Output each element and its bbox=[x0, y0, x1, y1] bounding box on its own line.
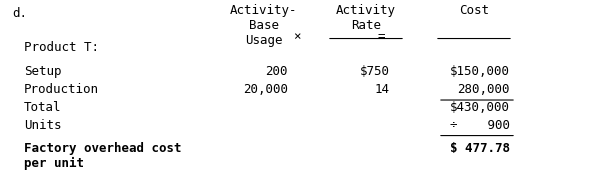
Text: Activity
Rate: Activity Rate bbox=[336, 4, 396, 32]
Text: $150,000: $150,000 bbox=[450, 65, 510, 78]
Text: $750: $750 bbox=[360, 65, 390, 78]
Text: Cost: Cost bbox=[459, 4, 489, 17]
Text: 14: 14 bbox=[375, 83, 390, 96]
Text: 200: 200 bbox=[265, 65, 288, 78]
Text: Total: Total bbox=[24, 101, 62, 114]
Text: Units: Units bbox=[24, 119, 62, 131]
Text: =: = bbox=[377, 30, 385, 43]
Text: Setup: Setup bbox=[24, 65, 62, 78]
Text: Factory overhead cost
per unit: Factory overhead cost per unit bbox=[24, 142, 182, 170]
Text: $ 477.78: $ 477.78 bbox=[450, 142, 510, 155]
Text: Production: Production bbox=[24, 83, 99, 96]
Text: ×: × bbox=[293, 30, 301, 43]
Text: Activity-
Base
Usage: Activity- Base Usage bbox=[230, 4, 298, 47]
Text: 20,000: 20,000 bbox=[243, 83, 288, 96]
Text: d.: d. bbox=[12, 7, 27, 20]
Text: ÷    900: ÷ 900 bbox=[450, 119, 510, 131]
Text: Product T:: Product T: bbox=[24, 42, 99, 55]
Text: $430,000: $430,000 bbox=[450, 101, 510, 114]
Text: 280,000: 280,000 bbox=[458, 83, 510, 96]
